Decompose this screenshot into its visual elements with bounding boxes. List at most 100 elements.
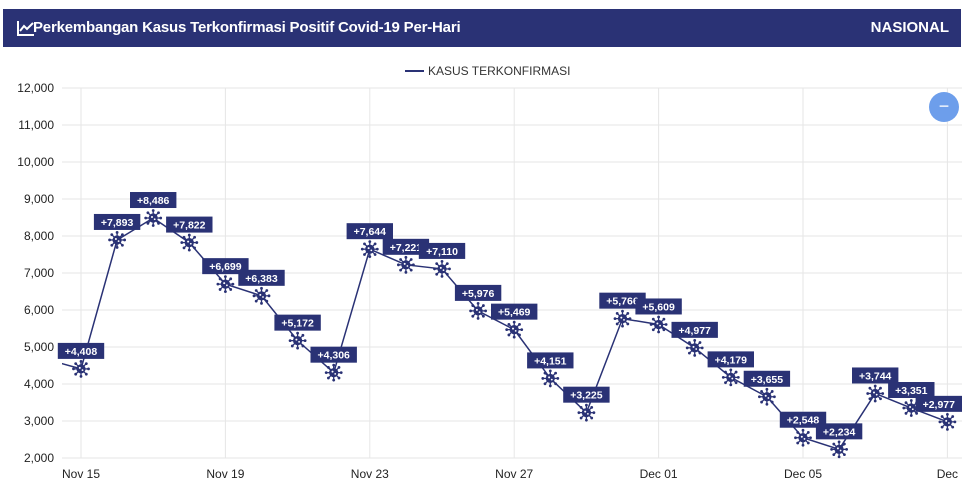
virus-spike-tip [265,289,269,292]
virus-spike-tip [144,216,148,220]
virus-spike-tip [806,441,810,445]
virus-spike-tip [448,267,451,271]
virus-spike-tip [881,392,885,395]
virus-spike-tip [157,211,160,215]
virus-spike-tip [296,331,299,335]
virus-spike-tip [724,381,727,385]
y-tick-label: 11,000 [18,118,54,132]
virus-body [906,403,916,413]
virus-spike-tip [412,263,415,267]
virus-spike-tip [229,277,233,281]
virus-spike-tip [363,253,366,256]
virus-marker [216,275,235,294]
virus-dot [948,422,950,424]
virus-spike-tip [801,428,805,432]
data-label: +3,655 [751,374,784,386]
virus-spike-tip [729,368,733,372]
virus-spike-tip [229,288,233,291]
virus-spike-tip [687,351,691,355]
data-label: +8,486 [137,195,170,207]
virus-spike-tip [363,242,366,246]
virus-spike-tip [409,268,413,272]
virus-spike-tip [590,405,594,409]
virus-marker [830,440,848,459]
virus-spike-tip [621,309,624,313]
data-label: +4,408 [65,346,98,358]
virus-body [401,260,411,270]
virus-spike-tip [615,322,619,326]
virus-body [762,392,772,402]
virus-spike-tip [657,315,660,319]
virus-spike-tip [260,301,263,305]
virus-dot [439,266,442,269]
virus-spike-tip [940,425,944,429]
virus-spike-tip [904,411,908,415]
virus-spike-tip [626,322,630,326]
virus-spike-tip [651,328,655,332]
virus-spike-tip [613,317,617,321]
virus-spike-tip [110,233,114,237]
data-label-bg [815,423,863,440]
zoom-out-button[interactable]: − [929,92,959,122]
virus-spike-tip [84,372,88,376]
virus-spike-tip [621,324,624,328]
virus-dot [370,249,373,252]
virus-body [473,306,483,316]
virus-spike-tip [337,376,341,380]
virus-spike-tip [951,415,955,418]
virus-spike-tip [734,381,738,385]
virus-dot [223,282,226,285]
virus-marker [685,338,704,357]
data-label: +7,221 [390,242,423,254]
virus-spike-tip [953,420,957,424]
data-label: +7,893 [101,217,134,229]
virus-spike-tip [79,360,83,363]
virus-dot [151,216,153,219]
virus-spike-tip [770,400,774,404]
virus-spike-tip [548,369,552,373]
virus-body [184,237,194,248]
virus-spike-tip [435,272,439,276]
virus-spike-tip [951,425,955,429]
virus-spike-tip [265,299,269,303]
data-label-bg [57,342,105,359]
y-tick-label: 9,000 [24,192,54,206]
virus-spike-tip [115,231,119,234]
x-tick-label: Nov 27 [495,467,533,481]
virus-spike-tip [324,371,328,375]
virus-spike-tip [433,267,436,271]
virus-spike-tip [909,414,913,417]
virus-spike-tip [476,301,480,305]
virus-dot [259,293,262,296]
virus-dot [226,284,228,287]
virus-marker [360,240,379,259]
data-label: +4,151 [534,355,567,367]
virus-spike-tip [375,247,379,251]
virus-dot [334,372,337,375]
virus-dot [478,311,481,313]
virus-dot [620,316,623,319]
line-chart-icon [17,21,34,36]
virus-spike-tip [326,376,330,380]
virus-spike-tip [592,411,596,415]
virus-spike-tip [700,346,704,350]
virus-marker [108,231,126,249]
virus-spike-tip [585,418,588,422]
virus-dot [909,406,912,409]
virus-spike-tip [837,455,841,459]
data-label-bg [743,370,791,387]
virus-dot [587,412,589,415]
virus-dot [295,338,298,341]
virus-spike-tip [484,309,487,313]
virus-marker [866,384,885,403]
virus-spike-tip [193,246,197,250]
virus-body [581,408,591,418]
virus-spike-tip [121,243,124,247]
virus-spike-tip [373,253,377,256]
virus-spike-tip [628,317,632,321]
virus-spike-tip [543,371,547,375]
virus-dot [803,438,806,440]
data-label: +7,110 [426,246,458,258]
y-tick-label: 2,000 [24,451,54,465]
data-label: +5,976 [462,288,495,300]
